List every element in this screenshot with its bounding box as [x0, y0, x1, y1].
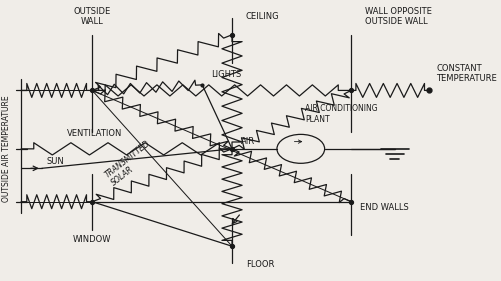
Text: VENTILATION: VENTILATION — [67, 129, 122, 138]
Text: WALL OPPOSITE
OUTSIDE WALL: WALL OPPOSITE OUTSIDE WALL — [364, 7, 431, 26]
Text: WINDOW: WINDOW — [73, 235, 111, 244]
Text: OUTSIDE
WALL: OUTSIDE WALL — [74, 7, 111, 26]
Text: OUTSIDE AIR TEMPERATURE: OUTSIDE AIR TEMPERATURE — [2, 96, 11, 202]
Text: SUN: SUN — [46, 157, 64, 166]
Text: FLOOR: FLOOR — [245, 260, 274, 269]
Text: END WALLS: END WALLS — [360, 203, 408, 212]
Text: CONSTANT
TEMPERATURE: CONSTANT TEMPERATURE — [435, 64, 496, 83]
Text: AIR: AIR — [240, 137, 255, 146]
Text: LIGHTS: LIGHTS — [211, 70, 241, 79]
Text: AIR CONDITIONING
PLANT: AIR CONDITIONING PLANT — [305, 105, 377, 124]
Text: TRANSMITTED
SOLAR: TRANSMITTED SOLAR — [103, 139, 158, 188]
Text: CEILING: CEILING — [245, 12, 279, 21]
